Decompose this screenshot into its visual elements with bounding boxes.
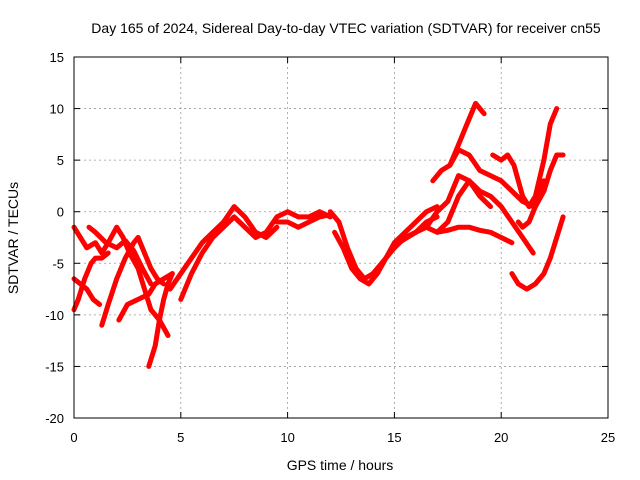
x-axis-ticks: 0 5 10 15 20 25	[70, 57, 615, 445]
y-axis-label: SDTVAR / TECUs	[5, 182, 21, 294]
series-track-14	[332, 204, 440, 287]
x-tick-label: 10	[280, 430, 294, 445]
series-track-1	[71, 224, 171, 338]
x-tick-label: 15	[387, 430, 401, 445]
y-tick-label: 5	[57, 153, 64, 168]
series-track-12	[274, 212, 333, 230]
series-track-11	[263, 209, 333, 235]
x-tick-label: 0	[70, 430, 77, 445]
series-track-17	[434, 178, 536, 256]
series-track-2	[71, 276, 103, 307]
y-axis-ticks: 15 10 5 0 -5 -10 -15 -20	[45, 50, 608, 426]
y-tick-label: -5	[52, 256, 64, 271]
y-tick-label: 15	[50, 50, 64, 65]
series-track-5	[99, 235, 141, 328]
series-track-21	[515, 152, 566, 230]
series-track-22	[509, 214, 566, 292]
series-track-3	[71, 250, 111, 313]
y-tick-label: -15	[45, 359, 64, 374]
x-tick-label: 20	[494, 430, 508, 445]
y-tick-label: -10	[45, 308, 64, 323]
series-track-15	[391, 224, 515, 251]
y-tick-label: 10	[50, 102, 64, 117]
chart-title: Day 165 of 2024, Sidereal Day-to-day VTE…	[91, 20, 601, 36]
series-track-18	[430, 100, 487, 184]
x-tick-label: 5	[177, 430, 184, 445]
series-track-16	[423, 173, 493, 230]
grid	[74, 57, 608, 418]
y-tick-label: 0	[57, 205, 64, 220]
x-axis-label: GPS time / hours	[287, 457, 394, 473]
series-track-8	[135, 235, 167, 287]
y-tick-label: -20	[45, 411, 64, 426]
plot-frame	[73, 56, 609, 419]
series-track-4	[86, 224, 154, 287]
series-track-9	[167, 204, 280, 292]
series-track-10	[178, 214, 269, 302]
series-track-13	[327, 209, 440, 282]
series-group	[71, 100, 566, 369]
series-track-6	[116, 271, 175, 323]
series-track-7	[146, 271, 175, 369]
x-tick-label: 25	[601, 430, 615, 445]
series-track-20	[490, 106, 560, 210]
